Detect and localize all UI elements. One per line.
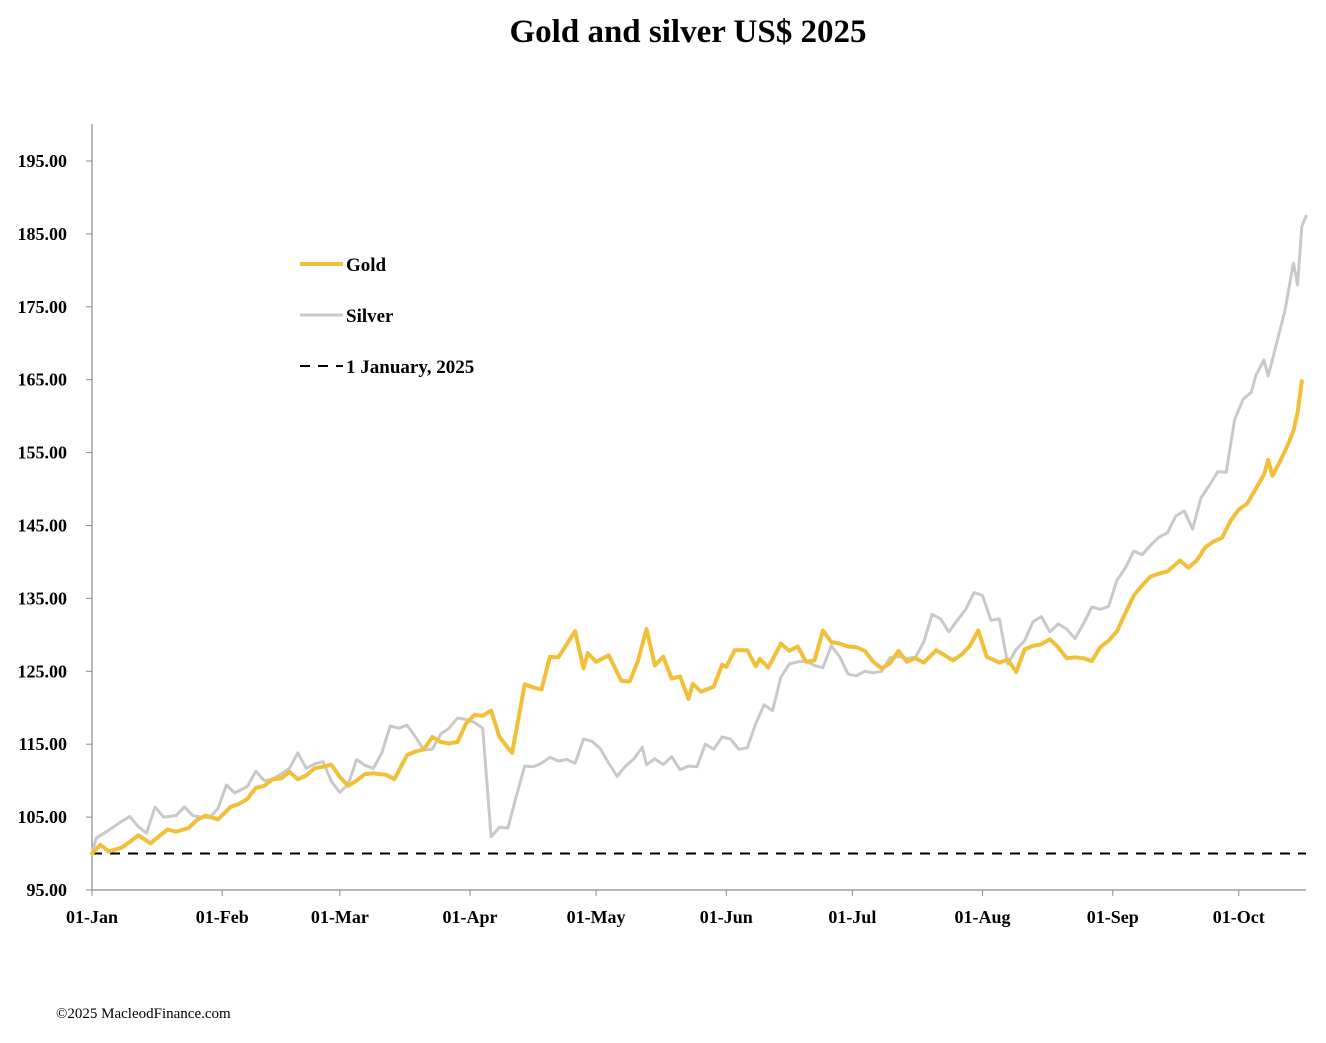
legend-gold-label: Gold [346,255,387,276]
x-tick-label: 01-Jul [828,907,876,927]
y-tick-label: 195.00 [18,151,68,171]
x-tick-label: 01-Apr [443,907,498,927]
legend-baseline: 1 January, 2025 [300,357,474,378]
y-tick-label: 145.00 [18,516,68,536]
chart-title: Gold and silver US$ 2025 [510,14,867,50]
legend-silver-label: Silver [346,306,394,327]
y-tick-label: 105.00 [18,807,68,827]
legend-baseline-label: 1 January, 2025 [346,357,474,378]
x-tick-label: 01-Oct [1213,907,1265,927]
series-layer [90,214,1308,856]
silver-series-line [90,214,1308,855]
y-tick-label: 115.00 [18,734,67,754]
y-tick-label: 175.00 [18,297,68,317]
y-tick-label: 185.00 [18,224,68,244]
legend: Gold Silver 1 January, 2025 [300,255,474,378]
axes [91,124,1306,891]
x-tick-label: 01-Jun [700,907,753,927]
x-tick-label: 01-Mar [311,907,369,927]
y-axis-ticks: 195.00 185.00 175.00 165.00 155.00 145.00 135.… [18,151,92,900]
x-tick-label: 01-Jan [66,907,118,927]
legend-silver: Silver [300,306,394,327]
y-tick-label: 155.00 [18,443,68,463]
x-tick-label: 01-Feb [196,907,249,927]
gold-series-line [90,379,1304,856]
x-tick-label: 01-Sep [1087,907,1139,927]
y-tick-label: 125.00 [18,661,68,681]
x-tick-label: 01-Aug [955,907,1011,927]
y-tick-label: 135.00 [18,588,68,608]
x-axis-ticks: 01-Jan 01-Feb 01-Mar 01-Apr 01-May 01-Jun 01-J… [66,890,1265,927]
y-tick-label: 95.00 [27,880,68,900]
legend-gold: Gold [300,255,387,276]
y-tick-label: 165.00 [18,370,68,390]
copyright-text: ©2025 MacleodFinance.com [56,1006,231,1022]
x-tick-label: 01-May [567,907,626,927]
